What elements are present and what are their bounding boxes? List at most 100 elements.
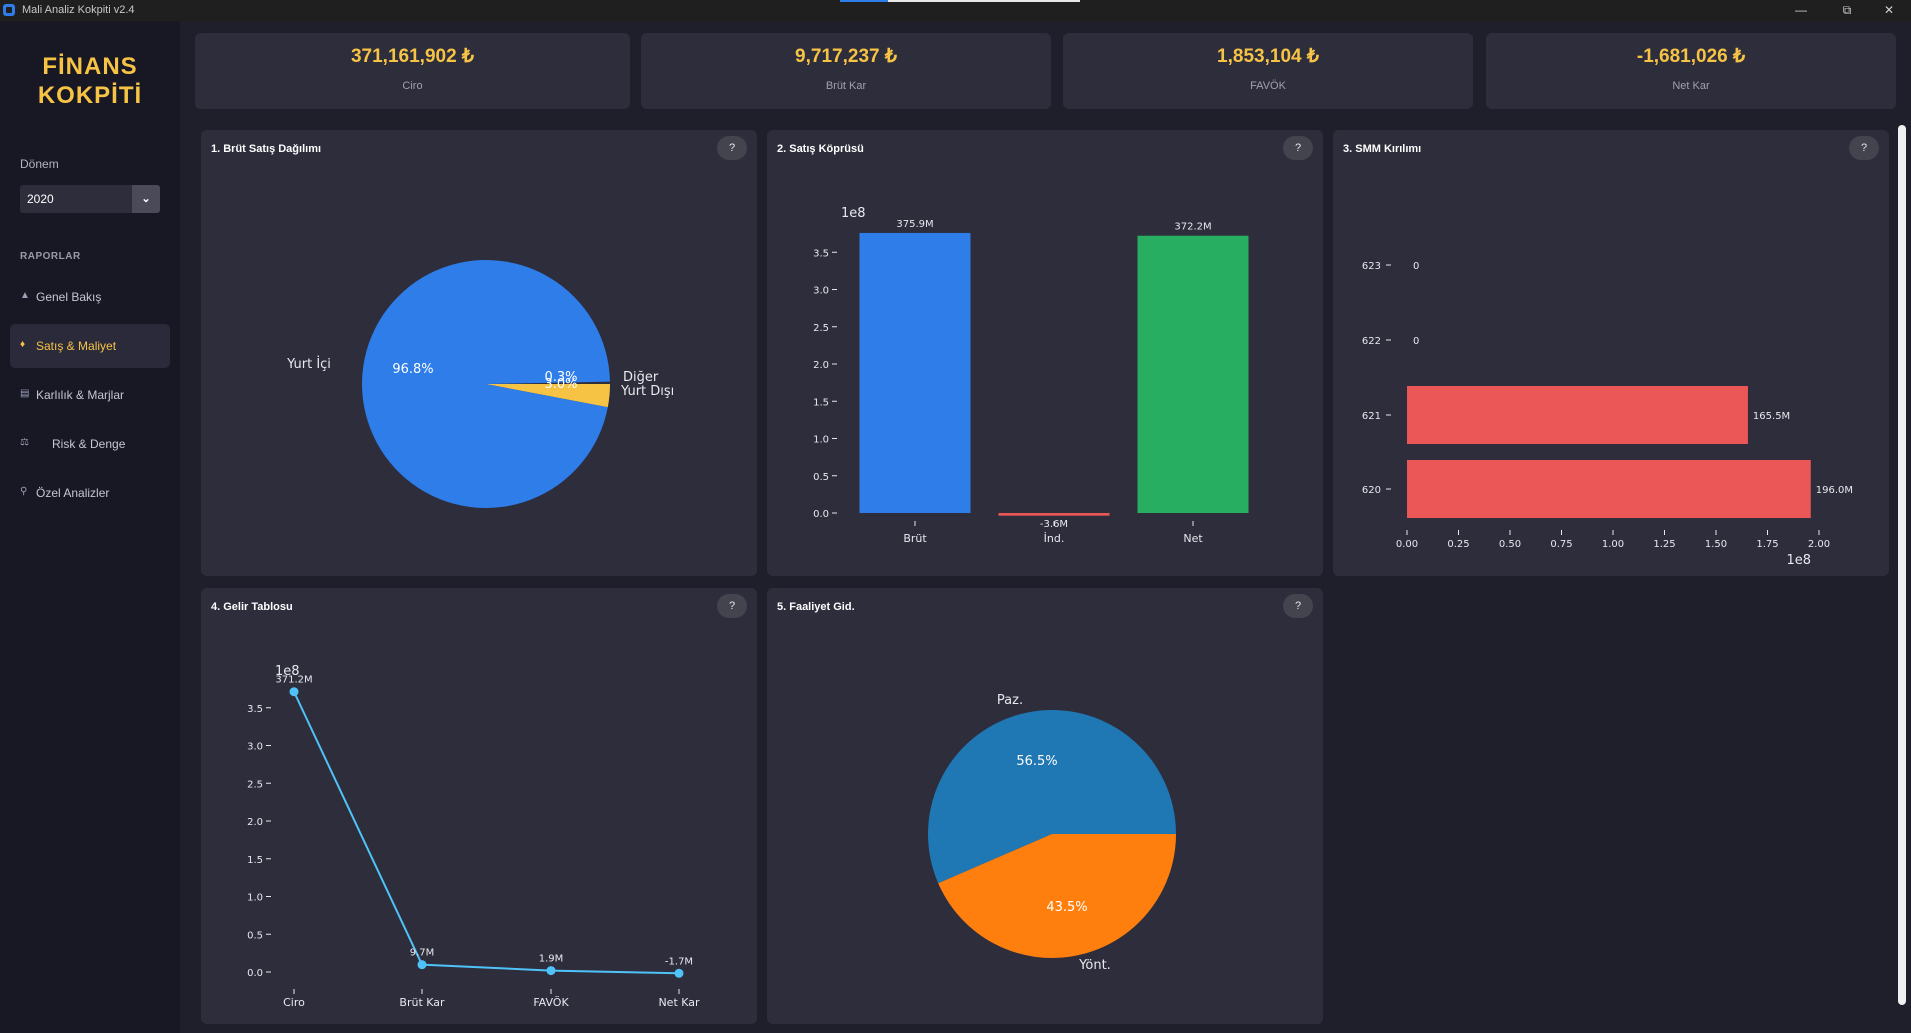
help-button[interactable]: ? xyxy=(1283,594,1313,618)
bar-chart-satis-koprusu: 1e80.00.51.01.52.02.53.03.5375.9MBrüt-3.… xyxy=(813,206,1249,545)
sidebar-item-risk-denge[interactable]: ⚖ Risk & Denge xyxy=(10,422,170,466)
search-icon: ⚲ xyxy=(20,486,28,497)
bar xyxy=(1407,460,1811,518)
loading-progress-fill xyxy=(840,0,888,2)
sidebar-item-satis-maliyet[interactable]: ♦ Satış & Maliyet xyxy=(10,324,170,368)
pie-pct-diger: 0.3% xyxy=(544,370,577,385)
help-button[interactable]: ? xyxy=(1849,136,1879,160)
kpi-value: 9,717,237 ₺ xyxy=(795,46,897,67)
pie-label-paz: Paz. xyxy=(997,693,1023,708)
kpi-value: 1,853,104 ₺ xyxy=(1217,46,1319,67)
axis-offset-label: 1e8 xyxy=(841,206,866,221)
x-tick-label: Net xyxy=(1183,532,1203,545)
pie-slice-diger xyxy=(486,381,610,384)
money-bag-icon: ♦ xyxy=(20,339,26,350)
x-tick-label: Net Kar xyxy=(658,996,700,1009)
y-tick-label: 622 xyxy=(1362,336,1381,347)
y-tick-label: 0.5 xyxy=(813,472,829,483)
kpi-card-ciro: 371,161,902 ₺ Ciro xyxy=(195,33,630,109)
x-tick-label: 0.25 xyxy=(1447,539,1469,550)
panel-gelir-tablosu: 4. Gelir Tablosu ? 1e8 0.0 0.5 1.0 1.5 2.0 2.5… xyxy=(201,588,757,1024)
help-button[interactable]: ? xyxy=(717,594,747,618)
bar-value-label: 196.0M xyxy=(1816,485,1853,496)
panel-brut-satis-dagilimi: 1. Brüt Satış Dağılımı ? Yurt İçi 96.8% 0.… xyxy=(201,130,757,576)
pie-pct-yurt-ici: 96.8% xyxy=(392,362,433,377)
y-tick-label: 2.0 xyxy=(813,360,829,371)
kpi-label: Net Kar xyxy=(1672,80,1710,92)
panel-title: 5. Faaliyet Gid. xyxy=(777,601,855,613)
y-tick-label: 2.5 xyxy=(813,323,829,334)
y-tick-label: 2.5 xyxy=(247,779,263,790)
point-value-label: 371.2M xyxy=(275,675,312,686)
scale-icon: ⚖ xyxy=(20,437,29,448)
point-value-label: 1.9M xyxy=(539,954,564,965)
point-value-label: 9.7M xyxy=(410,948,435,959)
chevron-down-icon[interactable]: ⌄ xyxy=(132,185,160,213)
close-button[interactable]: ✕ xyxy=(1883,3,1895,17)
bar-value-label: 165.5M xyxy=(1753,411,1790,422)
panel-title: 3. SMM Kırılımı xyxy=(1343,143,1422,155)
kpi-value: 371,161,902 ₺ xyxy=(350,46,475,67)
y-tick-label: 0.5 xyxy=(247,930,263,941)
panel-title: 4. Gelir Tablosu xyxy=(211,601,293,613)
kpi-label: Brüt Kar xyxy=(825,80,867,92)
axis-offset-label: 1e8 xyxy=(275,664,300,679)
sidebar-item-label: Satış & Maliyet xyxy=(36,339,117,353)
y-tick-label: 3.5 xyxy=(813,248,829,259)
series-line xyxy=(293,691,680,975)
sidebar-item-label: Özel Analizler xyxy=(36,486,110,500)
app-icon xyxy=(3,4,15,16)
series-point xyxy=(289,687,299,697)
axis-offset-label: 1e8 xyxy=(1786,553,1811,568)
line-chart-gelir-tablosu: 1e8 0.0 0.5 1.0 1.5 2.0 2.5 3.0 3.5 371.2M Ciro 9.7… xyxy=(247,664,700,1009)
pie-label-yurt-disi: Yurt Dışı xyxy=(620,384,674,399)
x-tick-label: Ciro xyxy=(283,996,305,1009)
x-tick-label: 0.50 xyxy=(1499,539,1521,550)
series-point xyxy=(417,960,427,970)
sidebar-item-label: Risk & Denge xyxy=(52,437,126,451)
pie-pct-paz: 56.5% xyxy=(1016,754,1057,769)
y-tick-label: 621 xyxy=(1362,411,1381,422)
kpi-value: -1,681,026 ₺ xyxy=(1636,46,1746,67)
x-tick-label: 1.50 xyxy=(1705,539,1727,550)
sidebar-item-karlilik-marjlar[interactable]: ▤ Karlılık & Marjlar xyxy=(10,373,170,417)
scrollbar[interactable] xyxy=(1898,125,1906,1005)
y-tick-label: 3.0 xyxy=(813,286,829,297)
panel-satis-koprusu: 2. Satış Köprüsü ? 1e8 0.0 0.5 1.0 1.5 2.0 2.5… xyxy=(767,130,1323,576)
bar-value-label: 372.2M xyxy=(1174,222,1211,233)
loading-progress-bar xyxy=(840,0,1080,2)
y-tick-label: 2.0 xyxy=(247,817,263,828)
y-tick-label: 1.5 xyxy=(247,855,263,866)
y-tick-label: 1.0 xyxy=(247,893,263,904)
panel-title: 2. Satış Köprüsü xyxy=(777,143,864,155)
restore-button[interactable]: ⧉ xyxy=(1842,3,1852,17)
y-tick-label: 1.5 xyxy=(813,397,829,408)
sidebar-item-genel-bakis[interactable]: ▲ Genel Bakış xyxy=(10,275,170,319)
x-tick-label: 0.75 xyxy=(1550,539,1572,550)
bar-value-label: 375.9M xyxy=(896,219,933,230)
y-tick-label: 0.0 xyxy=(813,509,829,520)
kpi-card-brut-kar: 9,717,237 ₺ Brüt Kar xyxy=(641,33,1051,109)
panel-smm-kirilimi: 3. SMM Kırılımı ? 620 196.0M 621 165.5M 622 0… xyxy=(1333,130,1889,576)
x-tick-label: 1.00 xyxy=(1602,539,1624,550)
bar xyxy=(998,513,1110,516)
help-button[interactable]: ? xyxy=(1283,136,1313,160)
title-bar: Mali Analiz Kokpiti v2.4 — ⧉ ✕ xyxy=(0,0,1911,21)
sidebar-item-ozel-analizler[interactable]: ⚲ Özel Analizler xyxy=(10,471,170,515)
brand-line-1: FİNANS xyxy=(42,53,138,80)
period-select-value: 2020 xyxy=(27,192,54,206)
help-button[interactable]: ? xyxy=(717,136,747,160)
bar xyxy=(859,232,971,513)
bar-value-label: 0 xyxy=(1413,336,1419,347)
minimize-button[interactable]: — xyxy=(1795,3,1807,17)
kpi-label: FAVÖK xyxy=(1250,80,1286,92)
home-icon: ▲ xyxy=(20,290,30,301)
period-select[interactable]: 2020 ⌄ xyxy=(20,185,160,213)
y-tick-label: 623 xyxy=(1362,261,1381,272)
y-tick-label: 1.0 xyxy=(813,435,829,446)
kpi-card-favok: 1,853,104 ₺ FAVÖK xyxy=(1063,33,1473,109)
pie-label-yont: Yönt. xyxy=(1078,958,1111,973)
bar xyxy=(1137,235,1249,513)
y-tick-label: 0.0 xyxy=(247,968,263,979)
